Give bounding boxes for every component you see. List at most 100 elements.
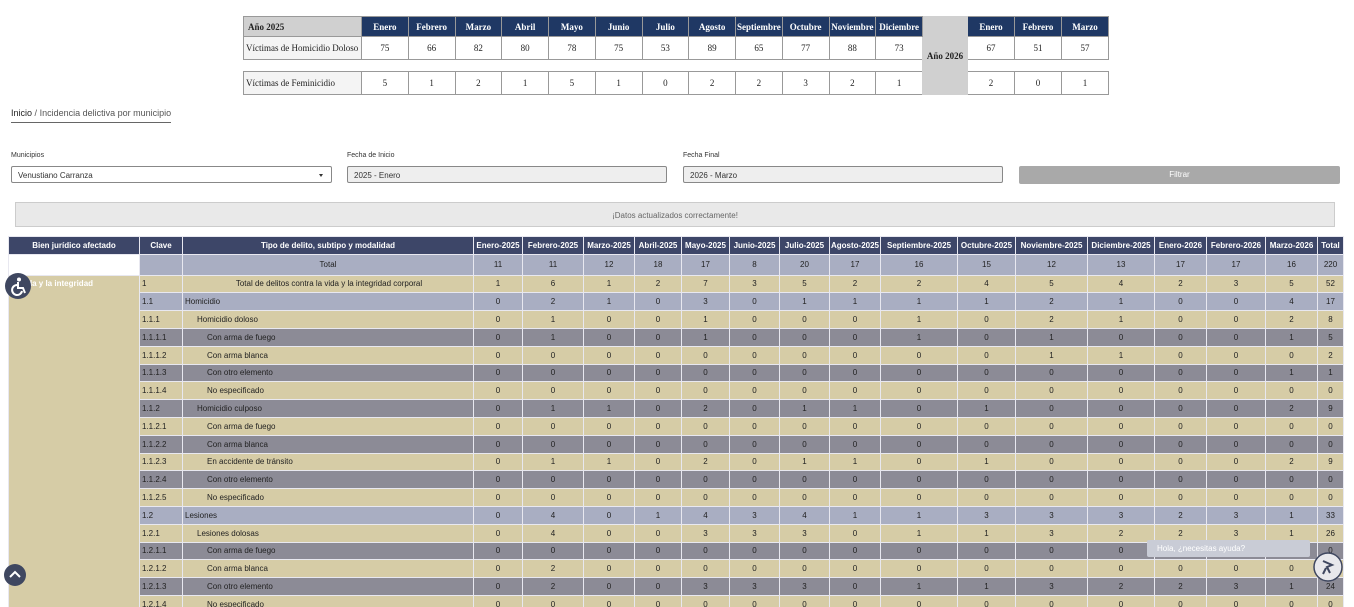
chat-bubble[interactable]: Hola, ¿necesitas ayuda? <box>1147 540 1310 557</box>
value-cell: 0 <box>829 345 881 365</box>
value-cell: 0 <box>829 470 881 490</box>
tipo-cell: Lesiones <box>182 505 474 525</box>
value-cell: 2 <box>522 559 584 579</box>
value-cell: 0 <box>880 452 958 472</box>
value-cell: 0 <box>957 470 1016 490</box>
value-cell: 0 <box>779 345 830 365</box>
value-cell: 0 <box>880 345 958 365</box>
value-cell: 1 <box>779 399 830 418</box>
value-cell: 0 <box>1206 381 1266 401</box>
value-cell: 80 <box>501 36 549 60</box>
month-header: Enero <box>361 16 409 37</box>
clave-cell: 1.1.1 <box>139 310 183 329</box>
value-cell: 2 <box>880 274 958 294</box>
summary-row: Víctimas de Homicidio Doloso 75 66 82 80 78 75… <box>243 36 1109 60</box>
value-cell: 0 <box>779 470 830 490</box>
value-cell: 0 <box>1087 594 1155 607</box>
tipo-cell: Total de delitos contra la vida y la int… <box>182 274 474 294</box>
value-cell: 0 <box>522 416 584 436</box>
data-row: 1.2 Lesiones 0 4 0 1 4 3 4 1 1 3 3 3 2 3 1 33 <box>9 505 1344 525</box>
spacer-cell <box>1062 60 1109 72</box>
tipo-cell: Homicidio <box>182 292 474 312</box>
value-cell: 0 <box>473 399 523 418</box>
value-cell: 20 <box>779 253 830 276</box>
value-cell: 0 <box>1015 399 1088 418</box>
value-cell: 1 <box>880 577 958 596</box>
month-header: Diciembre <box>875 16 923 37</box>
breadcrumb-home[interactable]: Inicio <box>11 108 33 118</box>
value-cell: 0 <box>729 594 780 607</box>
spacer-cell <box>968 60 1015 72</box>
value-cell: 75 <box>361 36 409 60</box>
value-cell: 1 <box>634 505 682 525</box>
value-cell: 0 <box>729 345 780 365</box>
value-cell: 0 <box>957 310 1016 329</box>
scroll-top-button[interactable] <box>3 563 27 587</box>
column-header: Julio-2025 <box>779 236 830 255</box>
filter-input[interactable]: 2025 - Enero <box>347 166 667 183</box>
value-cell: 0 <box>473 345 523 365</box>
value-cell: 2 <box>1154 274 1207 294</box>
breadcrumb: Inicio / Incidencia delictiva por munici… <box>11 108 172 123</box>
value-cell: 0 <box>1206 488 1266 507</box>
column-header: Junio-2025 <box>729 236 780 255</box>
value-cell: 0 <box>583 381 635 401</box>
value-cell: 0 <box>829 381 881 401</box>
value-cell: 2 <box>454 71 503 95</box>
value-cell: 0 <box>473 416 523 436</box>
clave-cell <box>139 253 183 276</box>
value-cell: 0 <box>1015 488 1088 507</box>
value-cell: 3 <box>1015 523 1088 543</box>
value-cell: 3 <box>1015 577 1088 596</box>
spacer-row <box>244 60 1109 72</box>
value-cell: 0 <box>1317 470 1344 490</box>
clave-cell: 1.1.1.2 <box>139 345 183 365</box>
value-cell: 0 <box>634 327 682 347</box>
tipo-cell: Lesiones dolosas <box>182 523 474 543</box>
spacer-cell <box>408 60 455 72</box>
value-cell: 8 <box>1317 310 1344 329</box>
value-cell: 1 <box>880 292 958 312</box>
value-cell: 0 <box>957 559 1016 579</box>
value-cell: 2 <box>1015 292 1088 312</box>
value-cell: 2 <box>522 292 584 312</box>
value-cell: 0 <box>1015 541 1088 561</box>
value-cell: 1 <box>501 71 549 95</box>
filter-input[interactable]: Venustiano Carranza <box>11 166 332 183</box>
clave-cell: 1.2 <box>139 505 183 525</box>
filter-input[interactable]: 2026 - Marzo <box>683 166 1003 183</box>
value-cell: 17 <box>681 253 730 276</box>
value-cell: 0 <box>634 452 682 472</box>
filter-button[interactable]: Filtrar <box>1019 166 1340 184</box>
value-cell: 0 <box>473 577 523 596</box>
column-header: Bien jurídico afectado <box>8 236 140 255</box>
value-cell: 5 <box>1317 327 1344 347</box>
data-row: 1.1.1 Homicidio doloso 0 1 0 0 1 0 0 0 1 0 2 1 0 0 2 8 <box>9 310 1344 329</box>
clave-cell: 1.1.2.4 <box>139 470 183 490</box>
column-header: Tipo de delito, subtipo y modalidad <box>182 236 474 255</box>
value-cell: 1 <box>880 523 958 543</box>
value-cell: 220 <box>1317 253 1344 276</box>
spacer-cell <box>244 60 362 72</box>
value-cell: 0 <box>1015 452 1088 472</box>
column-header: Febrero-2025 <box>522 236 584 255</box>
month-header: Julio <box>641 16 690 37</box>
value-cell: 0 <box>681 434 730 454</box>
spacer-cell <box>736 60 783 72</box>
value-cell: 0 <box>681 363 730 383</box>
year2-label: Año 2026 <box>922 16 968 95</box>
value-cell: 5 <box>548 71 596 95</box>
value-cell: 0 <box>634 559 682 579</box>
value-cell: 17 <box>829 253 881 276</box>
value-cell: 1 <box>957 452 1016 472</box>
column-header: Septiembre-2025 <box>880 236 958 255</box>
value-cell: 65 <box>735 36 783 60</box>
filter-label: Fecha Final <box>683 152 720 159</box>
value-cell: 66 <box>407 36 456 60</box>
value-cell: 0 <box>583 541 635 561</box>
value-cell: 12 <box>1015 253 1088 276</box>
value-cell: 3 <box>681 292 730 312</box>
chat-button[interactable] <box>1313 552 1343 582</box>
clave-cell: 1.1.2.3 <box>139 452 183 472</box>
accessibility-button[interactable] <box>4 272 32 300</box>
